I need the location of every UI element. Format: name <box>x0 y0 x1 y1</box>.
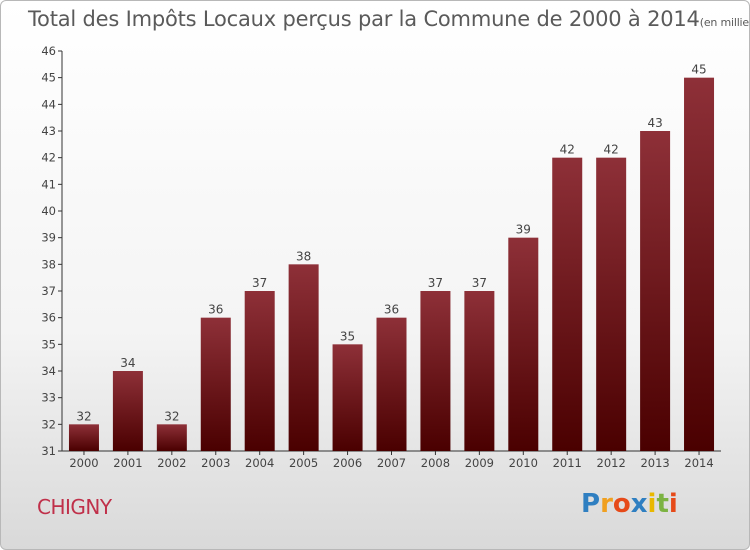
bar <box>68 424 99 451</box>
axes: 31 32 33 34 35 36 37 38 39 40 41 42 43 44 45 46 2000 2001… <box>41 44 721 470</box>
x-tick-label: 2001 <box>113 456 142 470</box>
y-tick-label: 31 <box>41 444 56 458</box>
y-tick-label: 44 <box>41 97 56 111</box>
y-tick-label: 43 <box>41 124 56 138</box>
proxiti-logo: Proxiti <box>581 489 678 519</box>
data-label: 36 <box>384 303 399 317</box>
bar <box>244 291 275 451</box>
x-tick-label: 2010 <box>509 456 538 470</box>
x-tick-label: 2012 <box>597 456 626 470</box>
title-unit: (en milliers d'€) <box>699 16 749 29</box>
x-tick-label: 2002 <box>157 456 186 470</box>
bar <box>640 131 671 451</box>
bar <box>420 291 451 451</box>
data-label: 42 <box>604 143 619 157</box>
y-tick-label: 32 <box>41 417 56 431</box>
commune-name: CHIGNY <box>37 495 112 519</box>
x-tick-label: 2011 <box>553 456 582 470</box>
data-label: 42 <box>560 143 575 157</box>
logo-letter: t <box>656 489 669 519</box>
bar <box>200 317 231 451</box>
logo-letter: i <box>668 489 678 519</box>
data-label: 34 <box>120 356 135 370</box>
x-tick-label: 2007 <box>377 456 406 470</box>
x-tick-label: 2005 <box>289 456 318 470</box>
data-label: 38 <box>296 249 311 263</box>
x-tick-label: 2004 <box>245 456 274 470</box>
data-label: 32 <box>164 409 179 423</box>
bar <box>156 424 187 451</box>
x-tick-label: 2003 <box>201 456 230 470</box>
bar <box>376 317 407 451</box>
bar <box>552 157 583 451</box>
x-tick-label: 2014 <box>684 456 713 470</box>
bar <box>288 264 319 451</box>
bar <box>464 291 495 451</box>
bar <box>596 157 627 451</box>
y-tick-label: 42 <box>41 151 56 165</box>
x-tick-label: 2000 <box>69 456 98 470</box>
x-tick-label: 2009 <box>465 456 494 470</box>
y-tick-label: 34 <box>41 364 56 378</box>
title-text: Total des Impôts Locaux perçus par la Co… <box>28 7 700 31</box>
bar <box>112 371 143 451</box>
bar <box>684 77 715 452</box>
data-label: 39 <box>516 223 531 237</box>
data-label: 37 <box>428 276 443 290</box>
bar <box>332 344 363 451</box>
logo-letter: i <box>647 489 657 519</box>
logo-letter: x <box>630 489 648 519</box>
data-label: 32 <box>76 409 91 423</box>
data-label: 36 <box>208 303 223 317</box>
data-label: 37 <box>252 276 267 290</box>
x-tick-label: 2013 <box>640 456 669 470</box>
bars <box>68 77 715 452</box>
data-label: 35 <box>340 329 355 343</box>
y-tick-label: 45 <box>41 71 56 85</box>
data-labels: 32 34 32 36 37 38 35 36 37 37 39 42 42 43 45 <box>76 63 706 424</box>
logo-letter: P <box>581 489 601 519</box>
x-tick-label: 2008 <box>421 456 450 470</box>
y-tick-label: 35 <box>41 337 56 351</box>
chart-title: Total des Impôts Locaux perçus par la Co… <box>28 7 749 31</box>
y-tick-label: 38 <box>41 257 56 271</box>
y-tick-label: 46 <box>41 44 56 58</box>
logo-letter: o <box>612 489 631 519</box>
data-label: 37 <box>472 276 487 290</box>
y-tick-label: 33 <box>41 391 56 405</box>
data-label: 45 <box>691 63 706 77</box>
y-tick-label: 37 <box>41 284 56 298</box>
y-tick-label: 39 <box>41 231 56 245</box>
logo-letter: r <box>600 489 613 519</box>
y-tick-label: 36 <box>41 311 56 325</box>
y-tick-label: 41 <box>41 177 56 191</box>
bar <box>508 237 539 451</box>
y-tick-label: 40 <box>41 204 56 218</box>
data-label: 43 <box>647 116 662 130</box>
x-tick-label: 2006 <box>333 456 362 470</box>
